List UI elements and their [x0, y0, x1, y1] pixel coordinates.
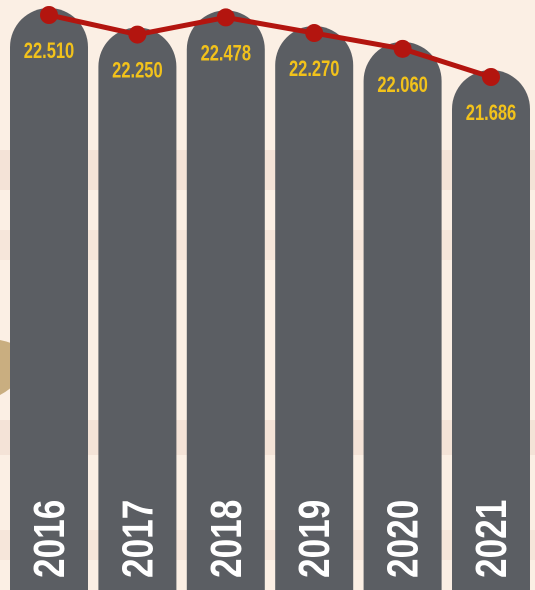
x-tick-label: 2017 [114, 500, 163, 578]
line-point [305, 24, 323, 42]
x-tick-label: 2019 [291, 500, 340, 578]
line-point [394, 40, 412, 58]
line-point [482, 68, 500, 86]
x-tick-label: 2021 [467, 500, 516, 578]
line-point [217, 8, 235, 26]
value-label: 22.060 [377, 73, 428, 98]
value-label: 22.478 [201, 41, 252, 66]
x-tick-label: 2018 [202, 500, 251, 578]
value-label: 22.270 [289, 57, 340, 82]
chart: 22.510 2016 22.250 2017 22.478 2018 22.270 2019… [0, 0, 535, 590]
x-tick-label: 2016 [25, 500, 74, 578]
value-label: 22.250 [112, 58, 163, 83]
x-tick-label: 2020 [379, 500, 428, 578]
line-point [40, 6, 58, 24]
value-label: 21.686 [466, 101, 517, 126]
value-label: 22.510 [24, 39, 75, 64]
line-point [128, 26, 146, 44]
